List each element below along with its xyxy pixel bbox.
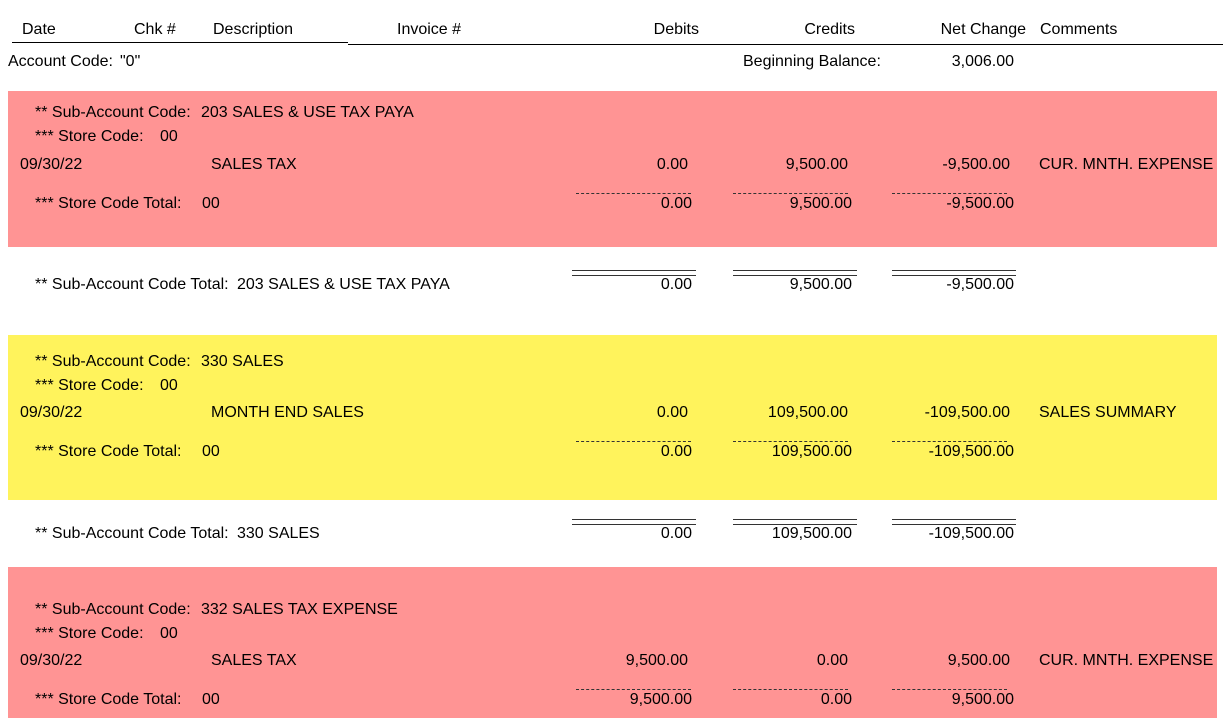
total-double-rule bbox=[733, 270, 857, 276]
sub-account-label: ** Sub-Account Code: bbox=[35, 104, 191, 121]
store-code-label: *** Store Code: bbox=[35, 128, 144, 145]
sub-account-value: 330 SALES bbox=[201, 353, 284, 370]
entry-credits: 9,500.00 bbox=[785, 156, 848, 173]
store-total-debits: 0.00 bbox=[660, 443, 692, 460]
subtotal-rule bbox=[576, 441, 691, 442]
beginning-balance-value: 3,006.00 bbox=[951, 53, 1014, 70]
subtotal-rule bbox=[733, 441, 848, 442]
store-code-value: 00 bbox=[160, 128, 178, 145]
entry-debits: 0.00 bbox=[656, 156, 688, 173]
entry-net-change: -109,500.00 bbox=[924, 404, 1010, 421]
total-double-rule bbox=[572, 270, 696, 276]
store-total-credits: 109,500.00 bbox=[771, 443, 852, 460]
sub-account-value: 203 SALES & USE TAX PAYA bbox=[201, 104, 414, 121]
header-debits: Debits bbox=[653, 21, 699, 38]
entry-credits: 109,500.00 bbox=[767, 404, 848, 421]
store-total-label: *** Store Code Total: bbox=[35, 195, 182, 212]
store-total-debits: 0.00 bbox=[660, 195, 692, 212]
store-total-net-change: -109,500.00 bbox=[928, 443, 1014, 460]
subtotal-rule bbox=[733, 689, 848, 690]
header-chk: Chk # bbox=[134, 21, 176, 38]
entry-comments: CUR. MNTH. EXPENSE bbox=[1039, 156, 1214, 173]
sub-account-value: 332 SALES TAX EXPENSE bbox=[201, 601, 398, 618]
entry-comments: CUR. MNTH. EXPENSE bbox=[1039, 652, 1214, 669]
store-total-code: 00 bbox=[202, 691, 220, 708]
sub-account-total-label: ** Sub-Account Code Total: bbox=[35, 276, 229, 293]
entry-date: 09/30/22 bbox=[20, 652, 83, 669]
sub-account-total-net-change: -109,500.00 bbox=[928, 525, 1014, 542]
account-code-label: Account Code: bbox=[8, 53, 113, 70]
store-total-code: 00 bbox=[202, 195, 220, 212]
store-total-net-change: -9,500.00 bbox=[946, 195, 1014, 212]
store-code-value: 00 bbox=[160, 625, 178, 642]
header-date: Date bbox=[22, 21, 56, 38]
account-code-value: "0" bbox=[120, 53, 141, 70]
sub-account-section-330 bbox=[8, 335, 1217, 500]
total-double-rule bbox=[733, 519, 857, 525]
subtotal-rule bbox=[892, 441, 1007, 442]
sub-account-total-label: ** Sub-Account Code Total: bbox=[35, 525, 229, 542]
sub-account-total-name: 203 SALES & USE TAX PAYA bbox=[237, 276, 450, 293]
entry-description: SALES TAX bbox=[211, 156, 297, 173]
store-total-net-change: 9,500.00 bbox=[951, 691, 1014, 708]
subtotal-rule bbox=[576, 193, 691, 194]
entry-debits: 9,500.00 bbox=[625, 652, 688, 669]
header-comments: Comments bbox=[1040, 21, 1118, 38]
total-double-rule bbox=[892, 519, 1016, 525]
store-total-label: *** Store Code Total: bbox=[35, 443, 182, 460]
store-code-value: 00 bbox=[160, 377, 178, 394]
header-credits: Credits bbox=[804, 21, 855, 38]
entry-date: 09/30/22 bbox=[20, 156, 83, 173]
entry-credits: 0.00 bbox=[816, 652, 848, 669]
sub-account-total-debits: 0.00 bbox=[660, 276, 692, 293]
entry-net-change: 9,500.00 bbox=[947, 652, 1010, 669]
store-total-code: 00 bbox=[202, 443, 220, 460]
sub-account-section-203 bbox=[8, 91, 1217, 247]
store-total-credits: 9,500.00 bbox=[789, 195, 852, 212]
sub-account-total-credits: 9,500.00 bbox=[789, 276, 852, 293]
header-net-change: Net Change bbox=[940, 21, 1026, 38]
sub-account-section-332 bbox=[8, 567, 1217, 718]
store-total-label: *** Store Code Total: bbox=[35, 691, 182, 708]
entry-comments: SALES SUMMARY bbox=[1039, 404, 1177, 421]
entry-description: MONTH END SALES bbox=[211, 404, 364, 421]
entry-description: SALES TAX bbox=[211, 652, 297, 669]
sub-account-label: ** Sub-Account Code: bbox=[35, 353, 191, 370]
subtotal-rule bbox=[892, 689, 1007, 690]
total-double-rule bbox=[572, 519, 696, 525]
sub-account-label: ** Sub-Account Code: bbox=[35, 601, 191, 618]
subtotal-rule bbox=[733, 193, 848, 194]
sub-account-total-name: 330 SALES bbox=[237, 525, 320, 542]
entry-date: 09/30/22 bbox=[20, 404, 83, 421]
header-rule-left bbox=[12, 42, 348, 43]
store-total-debits: 9,500.00 bbox=[629, 691, 692, 708]
header-invoice: Invoice # bbox=[397, 21, 462, 38]
subtotal-rule bbox=[576, 689, 691, 690]
header-description: Description bbox=[213, 21, 294, 38]
store-code-label: *** Store Code: bbox=[35, 625, 144, 642]
store-total-credits: 0.00 bbox=[820, 691, 852, 708]
sub-account-total-credits: 109,500.00 bbox=[771, 525, 852, 542]
beginning-balance-label: Beginning Balance: bbox=[743, 53, 881, 70]
store-code-label: *** Store Code: bbox=[35, 377, 144, 394]
sub-account-total-debits: 0.00 bbox=[660, 525, 692, 542]
header-rule-right bbox=[348, 44, 1223, 45]
sub-account-total-net-change: -9,500.00 bbox=[946, 276, 1014, 293]
subtotal-rule bbox=[892, 193, 1007, 194]
entry-debits: 0.00 bbox=[656, 404, 688, 421]
total-double-rule bbox=[892, 270, 1016, 276]
entry-net-change: -9,500.00 bbox=[942, 156, 1010, 173]
